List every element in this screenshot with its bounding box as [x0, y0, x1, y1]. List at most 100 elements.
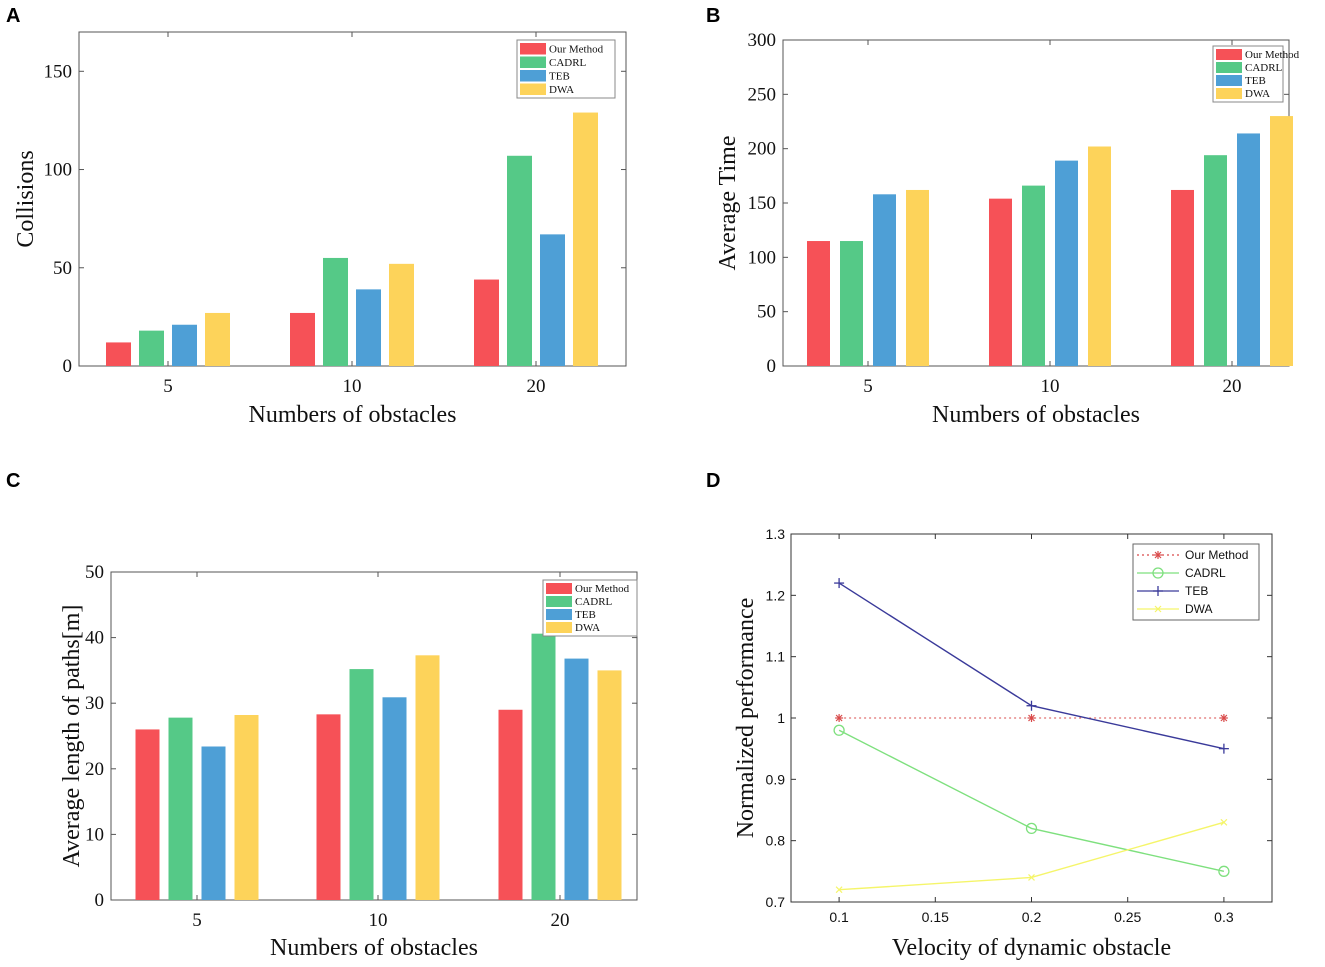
x-axis-label: Numbers of obstacles	[249, 402, 457, 428]
panel-d: D 0.7 0.8 0.9 1 1.1 1.2 1.3 0.1 0.15 0.2 0.25 0.3 Our…	[706, 470, 1273, 961]
y-tick-label: 1.3	[766, 526, 786, 542]
bar-teb-20	[564, 658, 589, 900]
point-dwa-0.3	[1220, 818, 1228, 826]
point-cadrl-0.1	[833, 724, 845, 736]
y-tick-label: 0	[767, 356, 777, 377]
y-tick-label: 300	[748, 30, 777, 51]
legend-entry: CADRL	[549, 57, 587, 69]
legend-entry: Our Method	[549, 44, 604, 56]
x-tick-label: 5	[863, 376, 873, 397]
x-tick-label: 0.1	[829, 909, 849, 925]
y-tick-label: 50	[757, 302, 776, 323]
y-tick-label: 0.9	[766, 771, 786, 787]
y-tick-label: 30	[85, 693, 104, 714]
y-tick-label: 50	[53, 258, 72, 279]
legend-swatch	[1216, 88, 1242, 99]
panel-a: A 0 50 100 150 5 10 20 Numbers of obstacles Colli…	[6, 5, 627, 428]
bar-cadrl-10	[1022, 185, 1045, 366]
legend-entry: CADRL	[1185, 566, 1226, 580]
legend-swatch	[520, 56, 546, 68]
legend-entry: CADRL	[575, 596, 613, 608]
y-axis-label: Normalized performance	[733, 598, 759, 839]
bar-cadrl-5	[840, 241, 863, 366]
bar-teb-5	[201, 746, 226, 900]
y-tick-label: 40	[85, 628, 104, 649]
legend-entry: Our Method	[1185, 548, 1248, 562]
point-teb-0.2	[1026, 700, 1037, 711]
y-tick-label: 1.2	[766, 587, 786, 603]
bar-cadrl-10	[323, 257, 348, 366]
bar-our-method-5	[807, 241, 830, 366]
legend-swatch	[1216, 75, 1242, 86]
bar-dwa-5	[906, 189, 929, 366]
bar-our-method-10	[989, 198, 1012, 366]
point-our-method-0.3	[1219, 714, 1228, 722]
bar-teb-20	[540, 234, 565, 366]
legend-marker	[1154, 605, 1162, 613]
legend-entry: Our Method	[1245, 49, 1300, 61]
legend-entry: DWA	[1245, 88, 1270, 100]
legend-entry: TEB	[1245, 75, 1266, 87]
y-tick-label: 0.7	[766, 894, 786, 910]
x-tick-label: 0.25	[1114, 909, 1141, 925]
x-tick-label: 20	[1223, 376, 1242, 397]
panel-label-b: B	[706, 5, 720, 27]
panel-c: C 0 10 20 30 40 50 5 10 20 Numbers of obstacles Ave…	[6, 470, 638, 961]
point-our-method-0.1	[835, 714, 844, 722]
legend-swatch	[520, 70, 546, 82]
legend-entry: DWA	[549, 84, 574, 96]
bar-teb-10	[382, 697, 407, 900]
bar-teb-5	[873, 194, 896, 366]
point-our-method-0.2	[1027, 714, 1036, 722]
x-tick-label: 5	[192, 910, 202, 931]
point-cadrl-0.3	[1218, 865, 1230, 877]
x-axis-label: Velocity of dynamic obstacle	[892, 935, 1171, 961]
legend-marker	[1153, 586, 1163, 596]
bar-our-method-20	[498, 709, 523, 900]
bar-cadrl-5	[139, 330, 164, 366]
bar-cadrl-20	[1204, 155, 1227, 366]
x-tick-label: 0.15	[922, 909, 949, 925]
point-dwa-0.2	[1028, 874, 1035, 881]
y-tick-label: 0.8	[766, 833, 786, 849]
y-tick-label: 1.1	[766, 649, 786, 665]
bar-cadrl-5	[168, 717, 193, 900]
bar-dwa-20	[597, 670, 622, 900]
legend-entry: TEB	[549, 71, 570, 83]
y-tick-label: 50	[85, 562, 104, 583]
x-tick-label: 10	[369, 910, 388, 931]
legend-swatch	[520, 83, 546, 95]
bar-dwa-20	[1270, 116, 1293, 366]
legend-swatch	[546, 622, 572, 633]
bar-dwa-20	[573, 112, 598, 366]
bar-dwa-10	[389, 263, 414, 366]
bar-our-method-10	[290, 312, 315, 366]
legend-box	[1132, 543, 1260, 621]
y-axis-label: Collisions	[13, 150, 39, 247]
y-tick-label: 20	[85, 759, 104, 780]
y-tick-label: 250	[748, 84, 777, 105]
bar-teb-10	[1055, 160, 1078, 366]
x-tick-label: 20	[527, 376, 546, 397]
bar-cadrl-20	[507, 155, 532, 366]
y-tick-label: 150	[44, 61, 73, 82]
legend-swatch	[1216, 62, 1242, 73]
x-tick-label: 0.3	[1214, 909, 1234, 925]
legend-entry: DWA	[575, 622, 600, 634]
bar-dwa-10	[1088, 146, 1111, 366]
bar-teb-20	[1237, 133, 1260, 366]
bar-dwa-5	[234, 715, 259, 900]
legend-marker	[1154, 551, 1162, 559]
x-tick-label: 10	[1041, 376, 1060, 397]
x-tick-label: 20	[551, 910, 570, 931]
legend-swatch	[546, 609, 572, 620]
bar-our-method-10	[316, 714, 341, 900]
point-teb-0.3	[1218, 743, 1229, 754]
x-tick-label: 5	[163, 376, 173, 397]
y-tick-label: 0	[63, 356, 73, 377]
y-tick-label: 200	[748, 139, 777, 160]
